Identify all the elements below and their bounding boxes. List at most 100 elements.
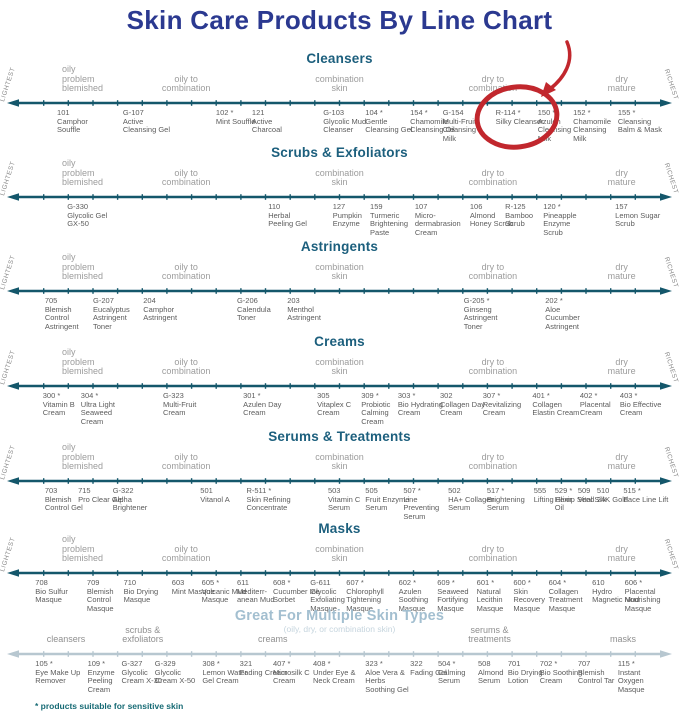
product-code: 510 — [596, 486, 610, 495]
product-name: Glycolic Gel GX-50 — [67, 210, 108, 229]
product-name: Blemish Control Astringent — [44, 304, 79, 331]
product-name: Vitamin C Serum — [327, 494, 361, 513]
product-label: 115 * Instant Oxygen Masque — [617, 659, 666, 694]
product-label: 121 Active Charcoal — [252, 108, 300, 135]
product-code: 701 — [507, 659, 521, 668]
product-name: Lifting Elixir — [533, 494, 573, 504]
product-name: Calendula Toner — [236, 304, 271, 323]
product-label: G-322 Alpha Brightener — [113, 486, 161, 513]
product-code: 509 — [577, 486, 591, 495]
product-label: 152 * Chamomile Cleansing Milk — [573, 108, 621, 143]
product-label: 606 * Placental Nourishing Masque — [625, 578, 673, 613]
product-label: G-327 Glycolic Cream X-30 — [122, 659, 170, 686]
section-serums-treatments: Serums & Treatments oily problem blemished o… — [0, 429, 679, 525]
product-name: Aloe Cucumber Astringent — [545, 304, 580, 331]
product-code: 152 * — [573, 108, 591, 117]
section-title: Great For Multiple Skin Types — [234, 608, 445, 624]
section-title: Masks — [318, 521, 361, 536]
axis-zone-labels: oily problem blemished oily to combination co… — [6, 149, 673, 189]
product-name: Hemp Seed Oil — [554, 494, 595, 513]
product-label: G-154 Multi-Fruit Cleansing Milk — [442, 108, 491, 143]
product-code: 605 * — [201, 578, 220, 587]
product-code: 515 * — [623, 486, 641, 495]
product-code: 127 — [332, 202, 346, 211]
axis-zone-label: dry to combination — [468, 543, 518, 564]
sensitive-skin-footnote: * products suitable for sensitive skin — [35, 701, 184, 711]
product-code: 407 * — [272, 659, 291, 668]
product-name: Lemon Sugar Scrub — [615, 210, 661, 229]
product-label: 155 * Cleansing Balm & Mask — [618, 108, 666, 135]
product-code: 609 * — [437, 578, 455, 587]
section-scrubs-exfoliators: Scrubs & Exfoliators oily problem blemished… — [0, 145, 679, 241]
product-code: 203 — [287, 296, 300, 305]
axis-zone-label: oily to combination — [161, 167, 211, 188]
axis-zone-label: combination skin — [315, 167, 364, 188]
product-name: Chamomile Cleansing Oil — [410, 116, 455, 135]
axis-zone-label: oily to combination — [161, 73, 211, 94]
product-label: 708 Bio Sulfur Masque — [35, 578, 83, 605]
product-code: R-511 * — [246, 486, 272, 495]
product-label: 710 Bio Drying Masque — [124, 578, 172, 605]
axis-zone-labels: oily problem blemished oily to combination co… — [6, 433, 673, 473]
product-name: Blemish Control Gel — [44, 494, 83, 513]
product-name: Azulen Soothing Masque — [398, 586, 429, 613]
product-label: R-125 Bamboo Scrub — [505, 202, 553, 229]
product-name: Mint Souffle — [215, 116, 256, 126]
axis-zone-label: serums & treatments — [468, 624, 511, 645]
product-label: 308 * Lemon Water Gel Cream — [202, 659, 250, 686]
axis-zone-label: dry mature — [607, 451, 636, 472]
product-name: Multi-Fruit Cleansing Milk — [442, 116, 477, 143]
section-title: Astringents — [300, 239, 379, 254]
product-name: Pineapple Enzyme Scrub — [543, 210, 577, 237]
product-code: 104 * — [365, 108, 383, 117]
product-name: Almond Serum — [478, 667, 504, 686]
product-labels: 101 Camphor Souffle G-107 Active Cleansi… — [0, 108, 679, 147]
product-label: 707 Blemish Control Tar — [577, 659, 626, 686]
product-code: 703 — [44, 486, 58, 495]
product-code: 304 * — [80, 391, 99, 400]
axis-zone-label: scrubs & exfoliators — [122, 624, 164, 645]
product-labels: 708 Bio Sulfur Masque 709 Blemish Contro… — [0, 578, 679, 617]
axis-zone-label: dry mature — [607, 543, 636, 564]
axis-line — [6, 380, 673, 392]
axis-zone-labels: oily problem blemished oily to combination co… — [6, 525, 673, 565]
product-label: 402 * Placental Cream — [580, 391, 628, 418]
product-code: G-205 * — [463, 296, 490, 305]
product-label: 101 Camphor Souffle — [57, 108, 105, 135]
product-name: Lemon Water Gel Cream — [202, 667, 248, 686]
product-label: 204 Camphor Astringent — [143, 296, 191, 323]
product-code: 321 — [239, 659, 253, 668]
product-labels: 703 Blemish Control Gel 715 Pro Clear Ge… — [0, 486, 679, 525]
product-label: 502 HA+ Collagen Serum — [448, 486, 496, 513]
product-label: 529 * Hemp Seed Oil — [554, 486, 603, 513]
axis-zone-label: dry mature — [607, 356, 636, 377]
product-code: 159 — [370, 202, 383, 211]
product-name: Vitamin B Cream — [42, 399, 75, 418]
product-name: Gentle Cleansing Gel — [365, 116, 413, 135]
product-code: 707 — [577, 659, 591, 668]
product-code: 408 * — [313, 659, 331, 668]
product-name: Instant Oxygen Masque — [617, 667, 645, 694]
product-name: Enzyme Peeling Cream — [87, 667, 115, 694]
product-code: R-125 — [505, 202, 526, 211]
product-label: 601 * Natural Lecithin Masque — [477, 578, 525, 613]
axis-zone-label: oily problem blemished — [62, 441, 104, 472]
product-name: Camphor Souffle — [57, 116, 88, 135]
axis-zone-labels: oily problem blemished oily to combination co… — [6, 338, 673, 378]
product-code: 608 * — [272, 578, 291, 587]
product-code: G-154 — [442, 108, 464, 117]
product-name: Line Preventing Serum — [403, 494, 440, 521]
product-name: Vitaplex C Cream — [317, 399, 352, 418]
product-name: 24K Gold — [596, 494, 629, 504]
axis-zone-label: dry to combination — [468, 451, 518, 472]
product-code: 600 * — [513, 578, 531, 587]
product-code: 602 * — [398, 578, 417, 587]
axis-zone-label: dry to combination — [468, 356, 518, 377]
product-name: Chlorophyll Tightening Masque — [346, 586, 384, 613]
product-name: Glycolic Exfoliating Masque — [310, 586, 345, 613]
axis-line — [6, 475, 673, 487]
section-subtitle: (oily, dry, or combination skin) — [283, 624, 396, 634]
axis-zone-label: combination skin — [315, 73, 364, 94]
axis-zone-label: dry mature — [607, 73, 636, 94]
